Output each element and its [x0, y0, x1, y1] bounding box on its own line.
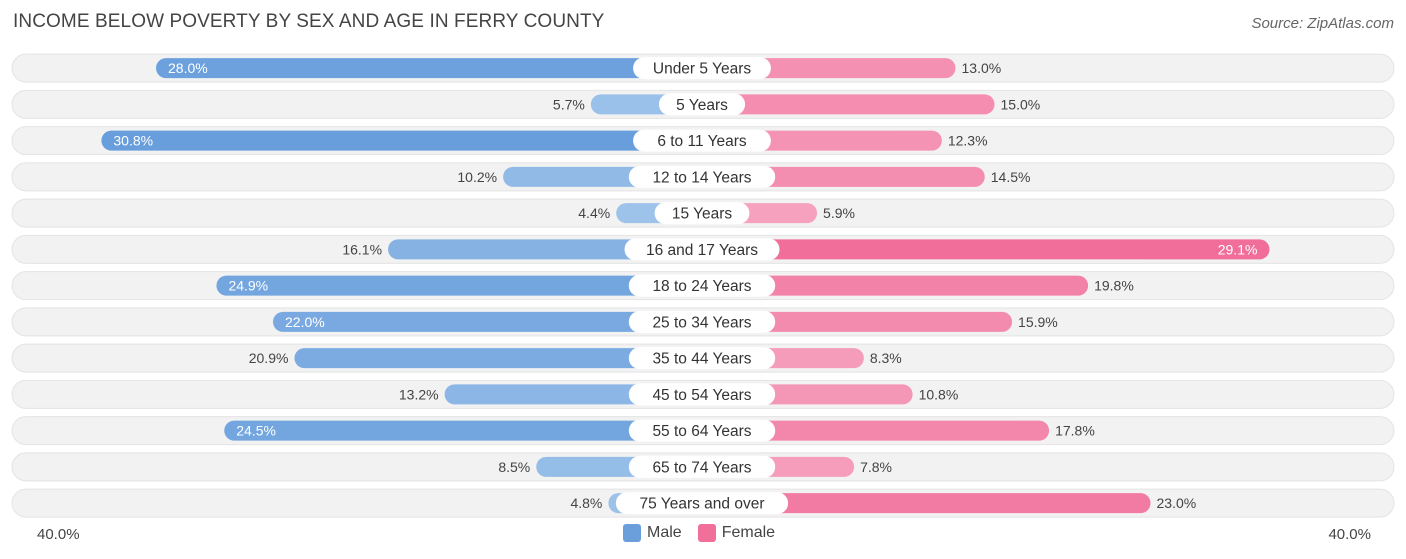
category-label: 65 to 74 Years — [652, 459, 751, 476]
male-value-label: 20.9% — [249, 350, 289, 366]
category-pill — [628, 274, 776, 297]
category-label: 75 Years and over — [640, 496, 765, 513]
male-bar — [388, 239, 702, 260]
male-value-label: 5.7% — [553, 96, 585, 112]
chart-title: INCOME BELOW POVERTY BY SEX AND AGE IN F… — [13, 11, 605, 32]
female-value-label: 15.0% — [1001, 96, 1041, 112]
female-value-label: 10.8% — [919, 386, 959, 402]
male-value-label: 24.5% — [236, 423, 276, 439]
female-value-label: 7.8% — [860, 459, 892, 475]
legend: Male Female — [623, 524, 791, 542]
female-bar — [702, 94, 995, 115]
category-label: 16 and 17 Years — [646, 242, 758, 259]
female-value-label: 12.3% — [948, 133, 988, 149]
legend-female: Female — [697, 524, 776, 542]
female-value-label: 8.3% — [870, 350, 902, 366]
category-pill — [624, 238, 780, 261]
category-pill — [628, 419, 776, 442]
legend-male-swatch — [623, 524, 641, 542]
male-bar — [156, 58, 702, 79]
category-pill — [628, 310, 776, 333]
category-pill — [628, 165, 776, 188]
female-value-label: 29.1% — [1218, 241, 1258, 257]
male-value-label: 13.2% — [399, 386, 439, 402]
category-label: 5 Years — [676, 97, 728, 114]
category-pill — [633, 57, 771, 80]
male-value-label: 16.1% — [342, 241, 382, 257]
female-bar — [702, 493, 1151, 514]
category-label: Under 5 Years — [653, 61, 751, 78]
female-bar — [702, 420, 1050, 441]
male-value-label: 10.2% — [457, 169, 497, 185]
male-value-label: 24.9% — [228, 278, 268, 294]
male-value-label: 8.5% — [498, 459, 530, 475]
category-pill — [628, 383, 776, 406]
category-label: 18 to 24 Years — [652, 278, 751, 295]
source-label: Source: ZipAtlas.com — [1251, 15, 1394, 32]
female-value-label: 23.0% — [1157, 495, 1197, 511]
male-value-label: 30.8% — [113, 133, 153, 149]
legend-male: Male — [623, 524, 682, 542]
legend-female-label: Female — [721, 524, 776, 541]
category-label: 55 to 64 Years — [652, 423, 751, 440]
female-value-label: 5.9% — [823, 205, 855, 221]
female-bar — [702, 275, 1089, 296]
category-label: 35 to 44 Years — [652, 351, 751, 368]
female-bar — [702, 311, 1013, 332]
category-pill — [615, 492, 789, 515]
male-bar — [273, 311, 702, 332]
category-label: 25 to 34 Years — [652, 314, 751, 331]
female-bar — [702, 239, 1270, 260]
male-value-label: 28.0% — [168, 60, 208, 76]
category-label: 6 to 11 Years — [657, 133, 747, 150]
female-value-label: 13.0% — [962, 60, 1002, 76]
category-label: 12 to 14 Years — [652, 169, 751, 186]
category-pill — [628, 455, 776, 478]
category-pill — [628, 347, 776, 370]
category-pill — [654, 202, 750, 225]
female-value-label: 17.8% — [1055, 423, 1095, 439]
female-value-label: 14.5% — [991, 169, 1031, 185]
legend-female-swatch — [697, 524, 716, 542]
category-pill — [658, 93, 746, 116]
axis-right-label: 40.0% — [1328, 526, 1371, 543]
legend-male-label: Male — [647, 524, 682, 541]
male-value-label: 4.8% — [570, 495, 602, 511]
male-bar — [294, 348, 702, 369]
category-label: 15 Years — [672, 206, 733, 223]
axis-left-label: 40.0% — [37, 526, 80, 543]
male-value-label: 22.0% — [285, 314, 325, 330]
female-value-label: 19.8% — [1094, 278, 1134, 294]
category-pill — [633, 129, 771, 152]
male-bar — [216, 275, 702, 296]
male-value-label: 4.4% — [578, 205, 610, 221]
category-label: 45 to 54 Years — [652, 387, 751, 404]
female-value-label: 15.9% — [1018, 314, 1058, 330]
male-bar — [224, 420, 702, 441]
male-bar — [101, 130, 702, 151]
